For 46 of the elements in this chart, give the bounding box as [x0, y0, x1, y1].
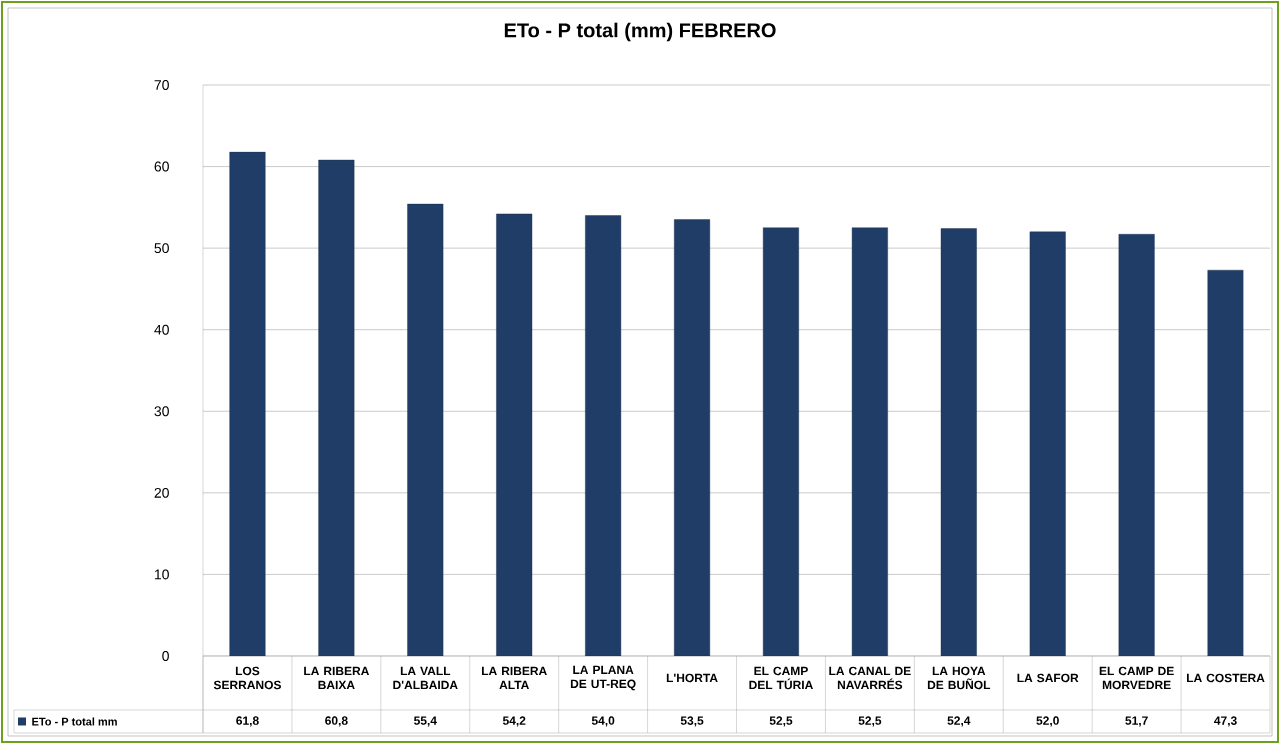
data-label: 52,4 — [947, 716, 971, 727]
x-tick-label: LA RIBERA BAIXA — [304, 666, 370, 690]
y-tick-label: 0 — [162, 651, 169, 661]
legend-label: ETo - P total mm — [32, 717, 117, 726]
bar — [585, 215, 622, 656]
data-label: 55,4 — [414, 716, 437, 727]
chart-title: ETo - P total (mm) FEBRERO — [504, 22, 776, 42]
data-label: 52,5 — [769, 716, 793, 727]
data-label: 54,0 — [591, 716, 615, 727]
data-label: 54,2 — [502, 716, 526, 727]
x-tick-label: LOS SERRANOS — [213, 666, 281, 690]
bar — [318, 159, 355, 656]
data-label: 47,3 — [1214, 716, 1237, 727]
bar — [1207, 269, 1244, 656]
y-tick-label: 20 — [154, 487, 169, 498]
x-tick-label: LA COSTERA — [1187, 673, 1265, 683]
x-tick-label: LA SAFOR — [1017, 673, 1079, 683]
data-label: 61,8 — [236, 716, 259, 727]
y-tick-label: 60 — [154, 161, 169, 172]
x-tick-label: EL CAMP DEL TÚRIA — [749, 666, 813, 690]
x-tick-label: LA CANAL DE NAVARRÉS — [829, 666, 911, 690]
y-tick-label: 70 — [154, 80, 169, 90]
y-tick-label: 10 — [154, 569, 169, 580]
y-tick-label: 30 — [154, 406, 169, 417]
data-label: 51,7 — [1125, 716, 1148, 727]
data-label: 52,0 — [1036, 716, 1059, 727]
bar — [1118, 234, 1155, 656]
x-tick-label: LA VALL D'ALBAIDA — [393, 666, 458, 690]
data-label: 60,8 — [325, 716, 348, 727]
y-tick-label: 40 — [154, 324, 169, 335]
data-label: 52,5 — [858, 716, 882, 727]
bar — [674, 219, 711, 656]
x-tick-label: EL CAMP DE MORVEDRE — [1099, 666, 1174, 690]
bar — [1029, 231, 1066, 656]
bar — [496, 213, 533, 656]
bar — [229, 151, 266, 656]
bar — [940, 228, 977, 656]
bar — [762, 227, 799, 656]
y-tick-label: 50 — [154, 243, 169, 254]
x-tick-label: LA HOYA DE BUÑOL — [927, 666, 991, 690]
data-label: 53,5 — [680, 716, 704, 727]
bar — [407, 203, 444, 656]
bar — [851, 227, 888, 656]
x-tick-label: LA PLANA DE UT-REQ — [570, 665, 636, 691]
x-tick-label: L'HORTA — [666, 673, 718, 683]
x-tick-label: LA RIBERA ALTA — [482, 666, 547, 690]
